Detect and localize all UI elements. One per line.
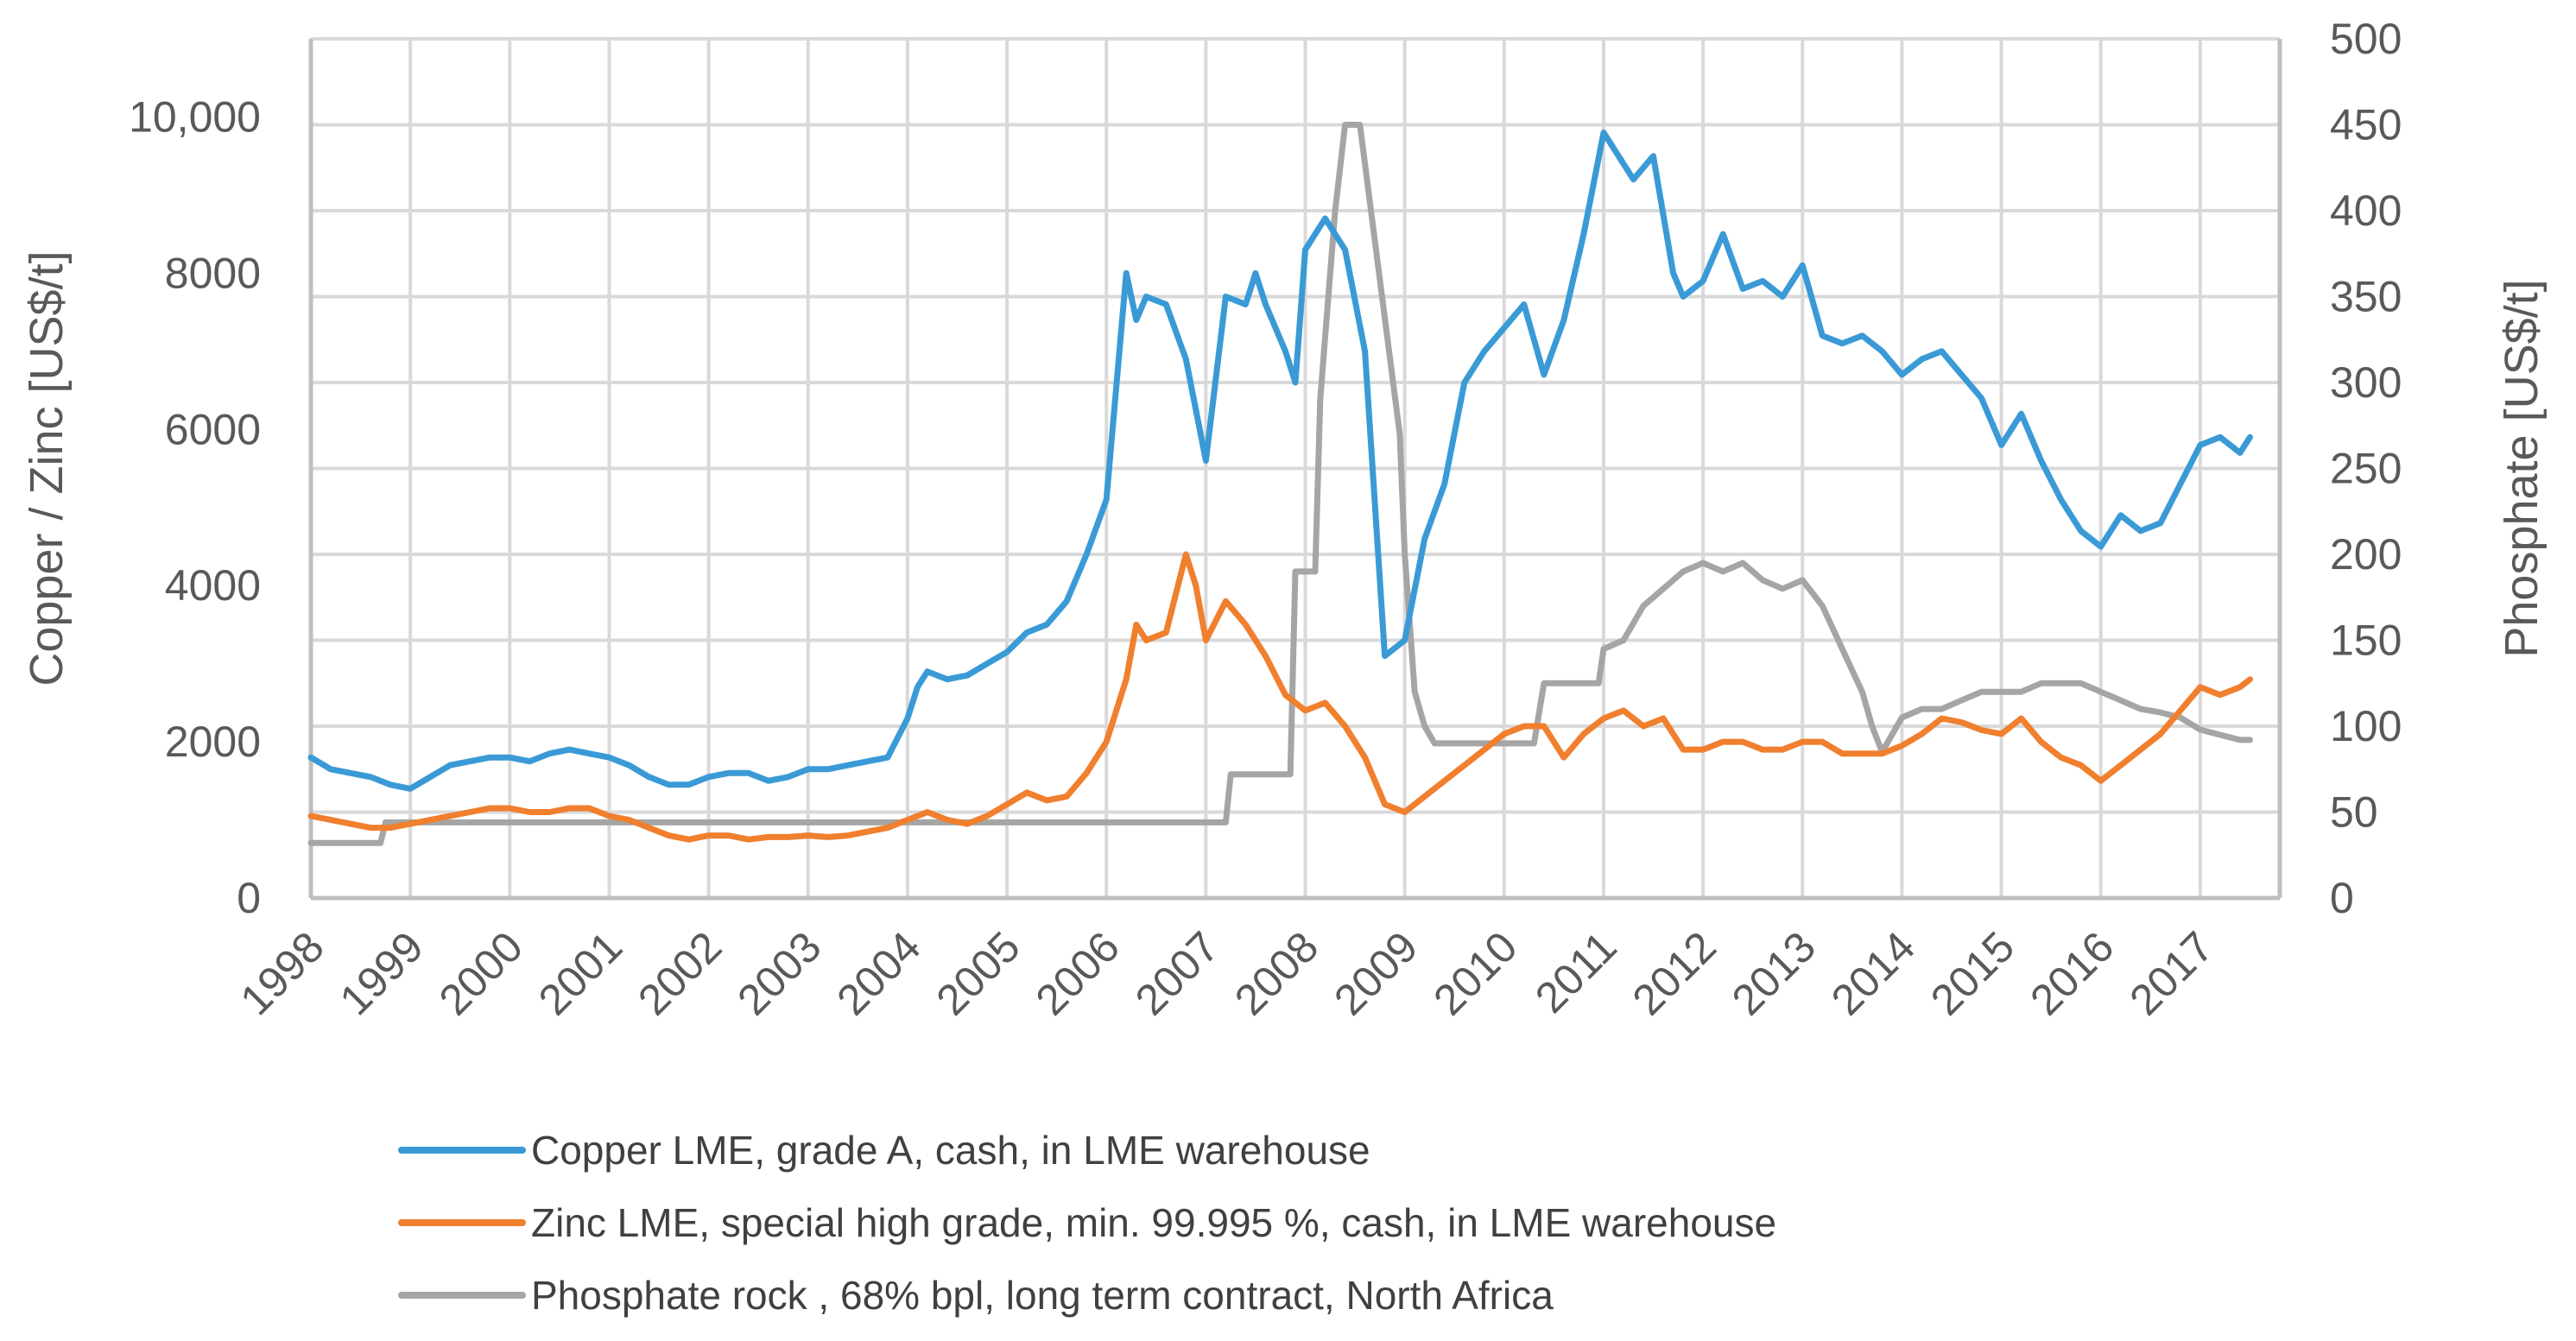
y-tick-right-label-5: 250 <box>2330 445 2402 493</box>
y-tick-right-label-8: 400 <box>2330 187 2402 235</box>
y-tick-right-label-0: 0 <box>2330 874 2354 922</box>
x-tick-label-2: 2000 <box>430 922 532 1024</box>
y-tick-right-label-9: 450 <box>2330 101 2402 149</box>
x-tick-label-3: 2001 <box>529 922 631 1024</box>
x-tick-label-1: 1999 <box>331 922 433 1024</box>
x-tick-label-5: 2003 <box>728 922 830 1024</box>
y-tick-right-label-4: 200 <box>2330 530 2402 579</box>
x-tick-label-19: 2017 <box>2120 922 2222 1024</box>
axis-layer: 0 2000 4000 6000 8000 10,000 0 50 100 150 200 250 30… <box>129 15 2402 1024</box>
x-tick-label-16: 2014 <box>1822 922 1924 1024</box>
x-tick-label-17: 2015 <box>1921 922 2023 1024</box>
y-tick-right-label-2: 100 <box>2330 702 2402 750</box>
x-tick-label-14: 2012 <box>1623 922 1725 1024</box>
x-tick-label-12: 2010 <box>1424 922 1526 1024</box>
x-tick-label-6: 2004 <box>827 922 929 1024</box>
legend-label-phosphate: Phosphate rock , 68% bpl, long term cont… <box>531 1273 1554 1318</box>
legend: Copper LME, grade A, cash, in LME wareho… <box>398 1128 1776 1318</box>
legend-label-zinc: Zinc LME, special high grade, min. 99.99… <box>531 1200 1776 1245</box>
x-tick-label-0: 1998 <box>231 922 333 1024</box>
x-tick-label-18: 2016 <box>2021 922 2123 1024</box>
x-tick-label-8: 2006 <box>1027 922 1129 1024</box>
x-tick-label-4: 2002 <box>629 922 731 1024</box>
series-line-zinc <box>307 551 2253 843</box>
series-line-copper <box>307 130 2253 792</box>
y-tick-left-label-4: 8000 <box>165 249 261 297</box>
y-tick-right-label-6: 300 <box>2330 358 2402 407</box>
x-tick-label-15: 2013 <box>1723 922 1825 1024</box>
x-tick-label-11: 2009 <box>1325 922 1427 1024</box>
y-tick-right-label-7: 350 <box>2330 273 2402 321</box>
y-tick-left-label-2: 4000 <box>165 561 261 610</box>
y-tick-left-label-5: 10,000 <box>129 92 261 141</box>
legend-label-copper: Copper LME, grade A, cash, in LME wareho… <box>531 1128 1370 1173</box>
y-tick-right-label-1: 50 <box>2330 788 2378 837</box>
series-line-phosphate <box>307 122 2253 846</box>
y-tick-left-label-1: 2000 <box>165 718 261 766</box>
x-tick-label-10: 2008 <box>1225 922 1327 1024</box>
series-layer <box>307 122 2253 846</box>
y-tick-left-label-3: 6000 <box>165 405 261 453</box>
y-tick-right-label-10: 500 <box>2330 15 2402 63</box>
y-tick-left-label-0: 0 <box>237 874 261 922</box>
y-tick-right-label-3: 150 <box>2330 617 2402 665</box>
y-axis-title-left: Copper / Zinc [US$/t] <box>21 250 73 686</box>
grid-layer <box>309 37 2280 898</box>
x-tick-label-13: 2011 <box>1526 922 1626 1022</box>
x-tick-label-9: 2007 <box>1126 922 1228 1024</box>
x-tick-label-7: 2005 <box>927 922 1029 1024</box>
y-axis-title-right: Phosphate [US$/t] <box>2496 279 2548 657</box>
